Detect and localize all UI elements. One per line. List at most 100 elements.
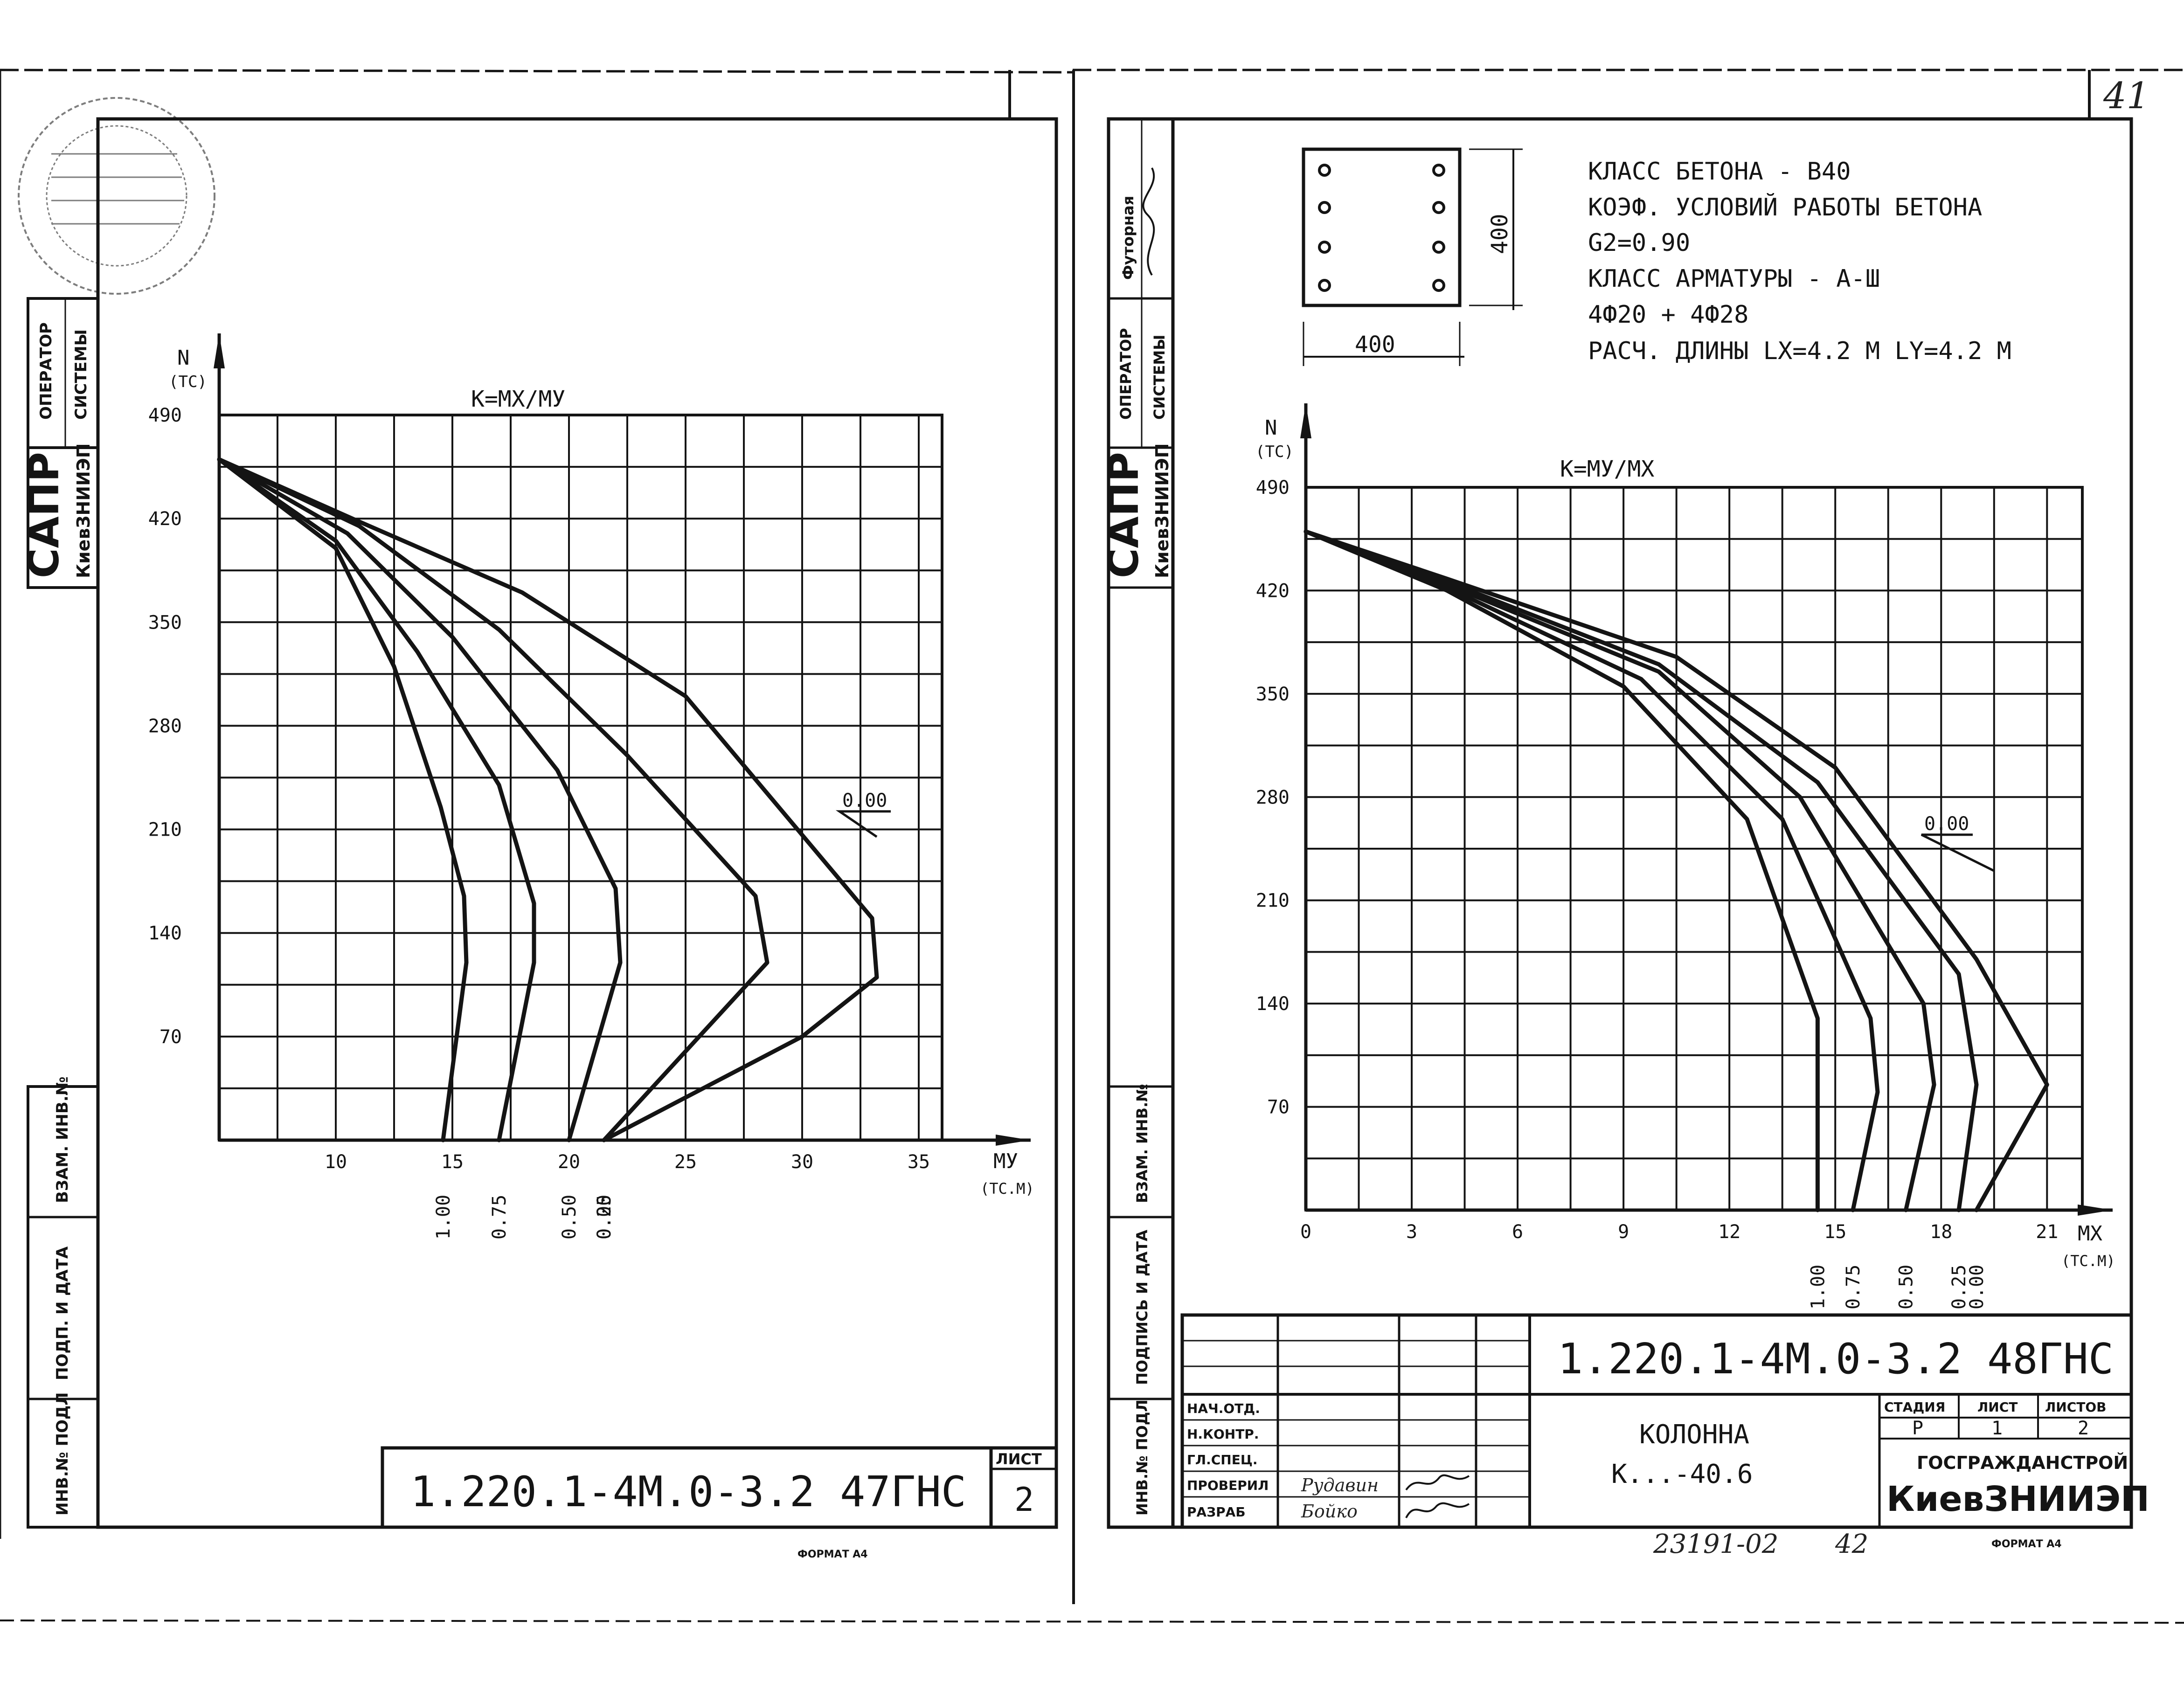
signature-razrab — [1405, 1502, 1470, 1518]
chart-right-series-label: 1.00 — [1807, 1265, 1829, 1309]
chart-left-grid — [218, 414, 943, 1142]
chart-left-title: К=МХ/МУ — [471, 386, 565, 412]
left-format-label: ФОРМАТ А4 — [797, 1549, 868, 1560]
chart-right-x-tick-label: 9 — [1618, 1221, 1629, 1243]
chart-left-y-tick-label: 420 — [148, 508, 182, 530]
section-width-label: 400 — [1355, 332, 1395, 358]
name-razrab: Бойко — [1301, 1501, 1358, 1522]
sidebar-vzam-label: ВЗАМ. ИНВ.№ — [53, 1076, 72, 1203]
archive-sheet: 42 — [1835, 1529, 1868, 1559]
chart-right-x-tick-label: 0 — [1300, 1221, 1311, 1243]
chart-left-y-tick-label: 140 — [148, 923, 182, 944]
left-sheet: ОПЕРАТОР СИСТЕМЫ ВЗАМ. ИНВ.№ ПОДП. И ДАТ… — [0, 70, 1058, 1560]
sidebar-podp-label: ПОДП. И ДАТА — [53, 1246, 72, 1380]
chart-left-y-tick-label: 490 — [148, 405, 182, 426]
sidebar-org: КиевЗНИИЭП — [73, 443, 94, 578]
left-title-block: 1.220.1-4М.0-3.2 47ГНС ЛИСТ 2 — [381, 1446, 1058, 1529]
stage-value: Р — [1912, 1418, 1923, 1439]
chart-left-series-label: 0.25 — [594, 1195, 615, 1239]
spec-coef-value: G2=0.90 — [1588, 229, 1690, 257]
chart-left-annotation-leader — [835, 810, 891, 838]
section-height-label: 400 — [1487, 214, 1513, 254]
chart-left-x-tick-label: 15 — [441, 1151, 464, 1173]
spec-rebar-class: КЛАСС АРМАТУРЫ - А-Ш — [1588, 265, 1880, 293]
chart-left-y-tick-label: 70 — [159, 1026, 182, 1048]
left-document-code: 1.220.1-4М.0-3.2 47ГНС — [410, 1467, 966, 1516]
page-number: 41 — [2103, 75, 2149, 117]
role-proveril: ПРОВЕРИЛ — [1187, 1478, 1269, 1493]
chart-left-curves — [217, 457, 879, 1142]
chart-left-yunit: (ТС) — [169, 373, 207, 391]
chart-right-x-tick-label: 15 — [1824, 1221, 1846, 1243]
chart-left-y-tick-label: 280 — [148, 715, 182, 737]
chart-right-annotation-leader — [1921, 833, 1995, 872]
spec-lengths: РАСЧ. ДЛИНЫ LX=4.2 М LY=4.2 М — [1588, 337, 2011, 365]
chart-left-x-arrow — [996, 1135, 1031, 1146]
chart-left-series-label: 0.50 — [559, 1195, 580, 1239]
sidebar-system-label: СИСТЕМЫ — [1151, 335, 1168, 420]
sheets-value: 2 — [2078, 1418, 2089, 1439]
sidebar-inv-label: ИНВ.№ ПОДЛ — [53, 1392, 72, 1516]
chart-left-ylabel: N — [177, 346, 190, 370]
sidebar-org: КиевЗНИИЭП — [1152, 443, 1172, 578]
right-title-block: 1.220.1-4М.0-3.2 48ГНС НАЧ.ОТД. Н.КОНТР.… — [1180, 1313, 2149, 1529]
chart-right-series-line — [1303, 529, 1880, 1212]
spec-rebar-set: 4Ф20 + 4Ф28 — [1588, 301, 1748, 329]
chart-right-title: К=МУ/МХ — [1560, 456, 1654, 482]
chart-left-x-tick-label: 10 — [325, 1151, 347, 1173]
stage-label: СТАДИЯ — [1884, 1399, 1945, 1415]
chart-right-y-tick-label: 490 — [1256, 477, 1290, 498]
role-razrab: РАЗРАБ — [1187, 1504, 1246, 1520]
chart-right-grid — [1304, 486, 2084, 1211]
chart-left-y-tick-label: 210 — [148, 819, 182, 841]
seal-stamp — [18, 97, 215, 295]
chart-right-curves — [1303, 529, 2049, 1212]
sidebar-vzam-label: ВЗАМ. ИНВ.№ — [1133, 1084, 1151, 1203]
role-n-kontr: Н.КОНТР. — [1187, 1426, 1259, 1442]
right-sheet: 41 Футорная ОПЕРАТОР СИСТЕМЫ ВЗАМ. ИНВ.№… — [1100, 70, 2149, 1559]
item-mark: К...-40.6 — [1611, 1459, 1753, 1489]
sidebar-system-label: СИСТЕМЫ — [72, 329, 90, 420]
chart-right-x-tick-label: 18 — [1930, 1221, 1952, 1243]
right-document-code: 1.220.1-4М.0-3.2 48ГНС — [1558, 1335, 2114, 1384]
chart-left-labels: 490 420 350 280 210 140 70 10 15 20 25 30 35 1.00 0.75… — [148, 405, 930, 1239]
chart-left-y-tick-label: 350 — [148, 612, 182, 633]
chart-left-xunit: (ТС.М) — [980, 1180, 1034, 1198]
item-name: КОЛОННА — [1639, 1419, 1749, 1450]
chart-right-ylabel: N — [1265, 416, 1277, 440]
chart-right-labels: 490 420 350 280 210 140 70 0 3 6 9 12 15 18 21 1.00 0.75… — [1256, 477, 2059, 1309]
chart-left-x-tick-label: 25 — [674, 1151, 697, 1173]
rebar-dots — [1318, 164, 1445, 292]
chart-left-y-arrow — [214, 333, 225, 368]
chart-right-y-tick-label: 70 — [1267, 1097, 1290, 1118]
chart-left-x-tick-label: 30 — [791, 1151, 813, 1173]
left-list-number: 2 — [1014, 1481, 1034, 1519]
org-top: ГОСГРАЖДАНСТРОЙ — [1917, 1453, 2128, 1473]
signature-futornaya — [1142, 167, 1155, 276]
sheet-value: 1 — [1991, 1418, 2003, 1439]
chart-right-series-line — [1303, 529, 2049, 1212]
chart-right-y-tick-label: 140 — [1256, 993, 1290, 1015]
chart-right: 490 420 350 280 210 140 70 0 3 6 9 12 15 18 21 1.00 0.75… — [1255, 403, 2115, 1309]
chart-right-series-line — [1303, 529, 1820, 1212]
role-gl-spec: ГЛ.СПЕЦ. — [1187, 1452, 1257, 1467]
chart-right-x-tick-label: 3 — [1406, 1221, 1417, 1243]
chart-left-series-line — [217, 457, 469, 1142]
chart-right-y-tick-label: 350 — [1256, 684, 1290, 705]
spec-concrete-class: КЛАСС БЕТОНА - В40 — [1588, 158, 1851, 186]
signature-proveril — [1405, 1474, 1470, 1491]
sidebar-operator-label: ОПЕРАТОР — [1117, 328, 1135, 420]
sidebar-podp-label: ПОДПИСЬ И ДАТА — [1133, 1230, 1151, 1385]
sidebar-inv-label: ИНВ.№ ПОДЛ — [1133, 1399, 1151, 1516]
spec-coef-label: КОЭФ. УСЛОВИЙ РАБОТЫ БЕТОНА — [1588, 193, 1982, 222]
left-list-label: ЛИСТ — [996, 1450, 1042, 1468]
chart-right-x-tick-label: 6 — [1512, 1221, 1523, 1243]
right-format-label: ФОРМАТ А4 — [1991, 1538, 2062, 1550]
chart-right-series-line — [1303, 529, 1936, 1212]
chart-left-series-label: 0.75 — [489, 1195, 510, 1239]
chart-left-x-tick-label: 20 — [558, 1151, 580, 1173]
chart-right-x-tick-label: 21 — [2036, 1221, 2058, 1243]
chart-left-series-line — [217, 457, 879, 1142]
sidebar-operator-label: ОПЕРАТОР — [37, 322, 55, 420]
